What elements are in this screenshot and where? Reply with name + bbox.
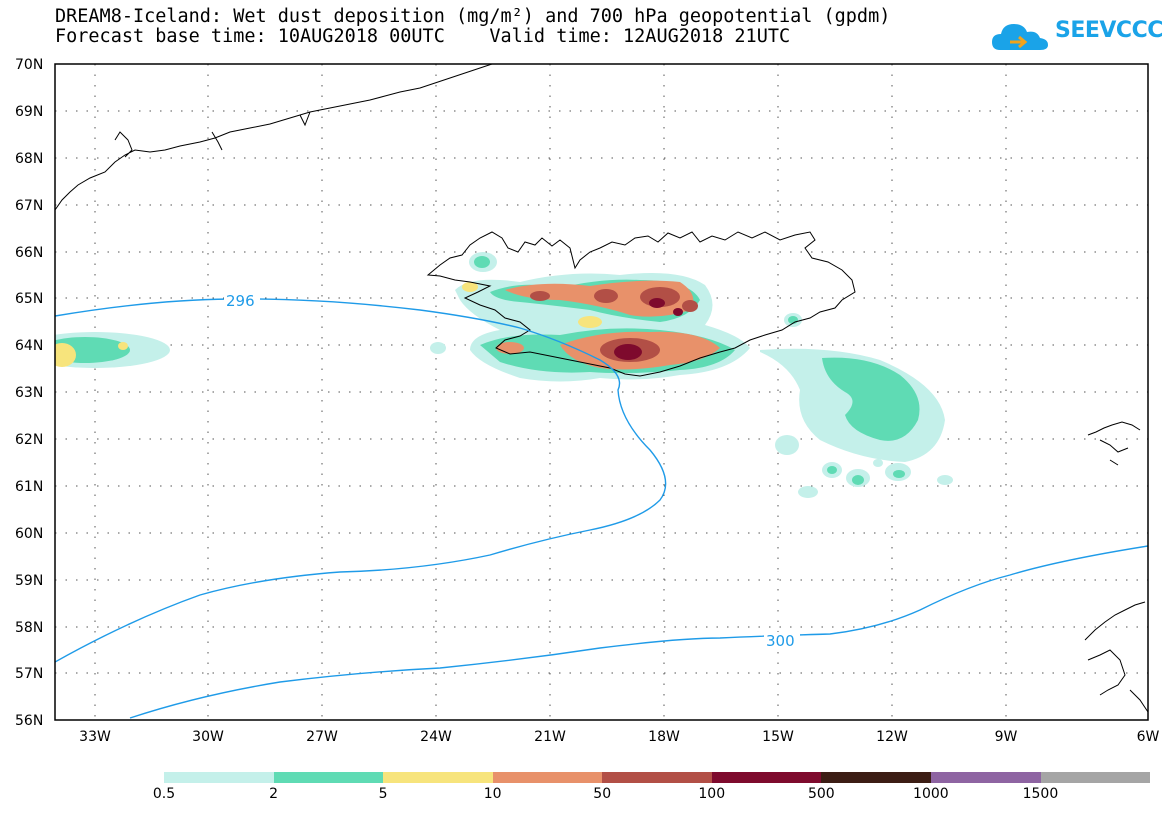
lon-axis: 33W 30W 27W 24W 21W 18W 15W 12W 9W 6W (79, 729, 1159, 745)
contour-label-296: 296 (226, 292, 255, 310)
lat-label: 64N (15, 338, 43, 354)
lat-label: 56N (15, 713, 43, 729)
lat-label: 66N (15, 245, 43, 261)
map-frame (54, 63, 1149, 721)
lon-label: 27W (306, 729, 338, 745)
legend-label: 5 (378, 786, 388, 802)
legend-swatch (1040, 772, 1151, 783)
dust-patch-iceland (430, 252, 802, 382)
lat-label: 60N (15, 526, 43, 542)
lon-label: 18W (648, 729, 680, 745)
lon-label: 33W (79, 729, 111, 745)
legend-label: 1000 (913, 786, 949, 802)
lon-label: 9W (995, 729, 1018, 745)
legend-swatch (821, 772, 931, 783)
lat-label: 68N (15, 151, 43, 167)
legend-swatch (711, 772, 822, 783)
dust-patch-southeast (760, 348, 953, 498)
lat-label: 63N (15, 385, 43, 401)
legend-label: 10 (483, 786, 502, 802)
contour-label-300: 300 (766, 632, 795, 650)
greenland-coastline (55, 64, 493, 211)
graticule (55, 64, 1148, 720)
faroe-coastline (1087, 421, 1141, 466)
legend-swatch (164, 772, 274, 783)
lat-label: 58N (15, 620, 43, 636)
legend-swatch (492, 772, 603, 783)
lon-label: 24W (420, 729, 452, 745)
lat-label: 62N (15, 432, 43, 448)
lon-label: 6W (1137, 729, 1160, 745)
legend-colorbar (164, 772, 1151, 783)
lat-label: 67N (15, 198, 43, 214)
lon-label: 12W (876, 729, 908, 745)
lat-label: 59N (15, 573, 43, 589)
legend-label: 0.5 (152, 786, 176, 802)
legend-swatch (930, 772, 1041, 783)
legend-label: 50 (593, 786, 612, 802)
legend-label: 2 (269, 786, 279, 802)
lat-axis: 70N 69N 68N 67N 66N 65N 64N 63N 62N 61N … (15, 57, 43, 729)
logo-text: SEEVCCC (1055, 18, 1163, 43)
dust-patch-west (55, 332, 170, 368)
iceland-coastline (426, 231, 856, 377)
lon-label: 21W (534, 729, 566, 745)
legend-swatch (383, 772, 493, 783)
contour-296 (55, 298, 667, 663)
lat-label: 57N (15, 666, 43, 682)
cloud-icon (992, 24, 1048, 50)
legend-label: 1500 (1022, 786, 1059, 802)
legend-swatch (273, 772, 384, 783)
lat-label: 65N (15, 291, 43, 307)
scotland-coastline (1084, 601, 1148, 713)
map-title: DREAM8-Iceland: Wet dust deposition (mg/… (55, 6, 891, 27)
lon-label: 30W (192, 729, 224, 745)
lat-label: 69N (15, 104, 43, 120)
lat-label: 70N (15, 57, 43, 73)
legend-label: 100 (698, 786, 726, 802)
lon-label: 15W (762, 729, 794, 745)
geopotential-contours (55, 298, 1148, 719)
legend-label: 500 (807, 786, 835, 802)
contour-300 (129, 545, 1148, 719)
seevccc-logo (990, 14, 1140, 58)
legend-swatch (602, 772, 712, 783)
map-subtitle: Forecast base time: 10AUG2018 00UTC Vali… (55, 26, 791, 47)
lat-label: 61N (15, 479, 43, 495)
